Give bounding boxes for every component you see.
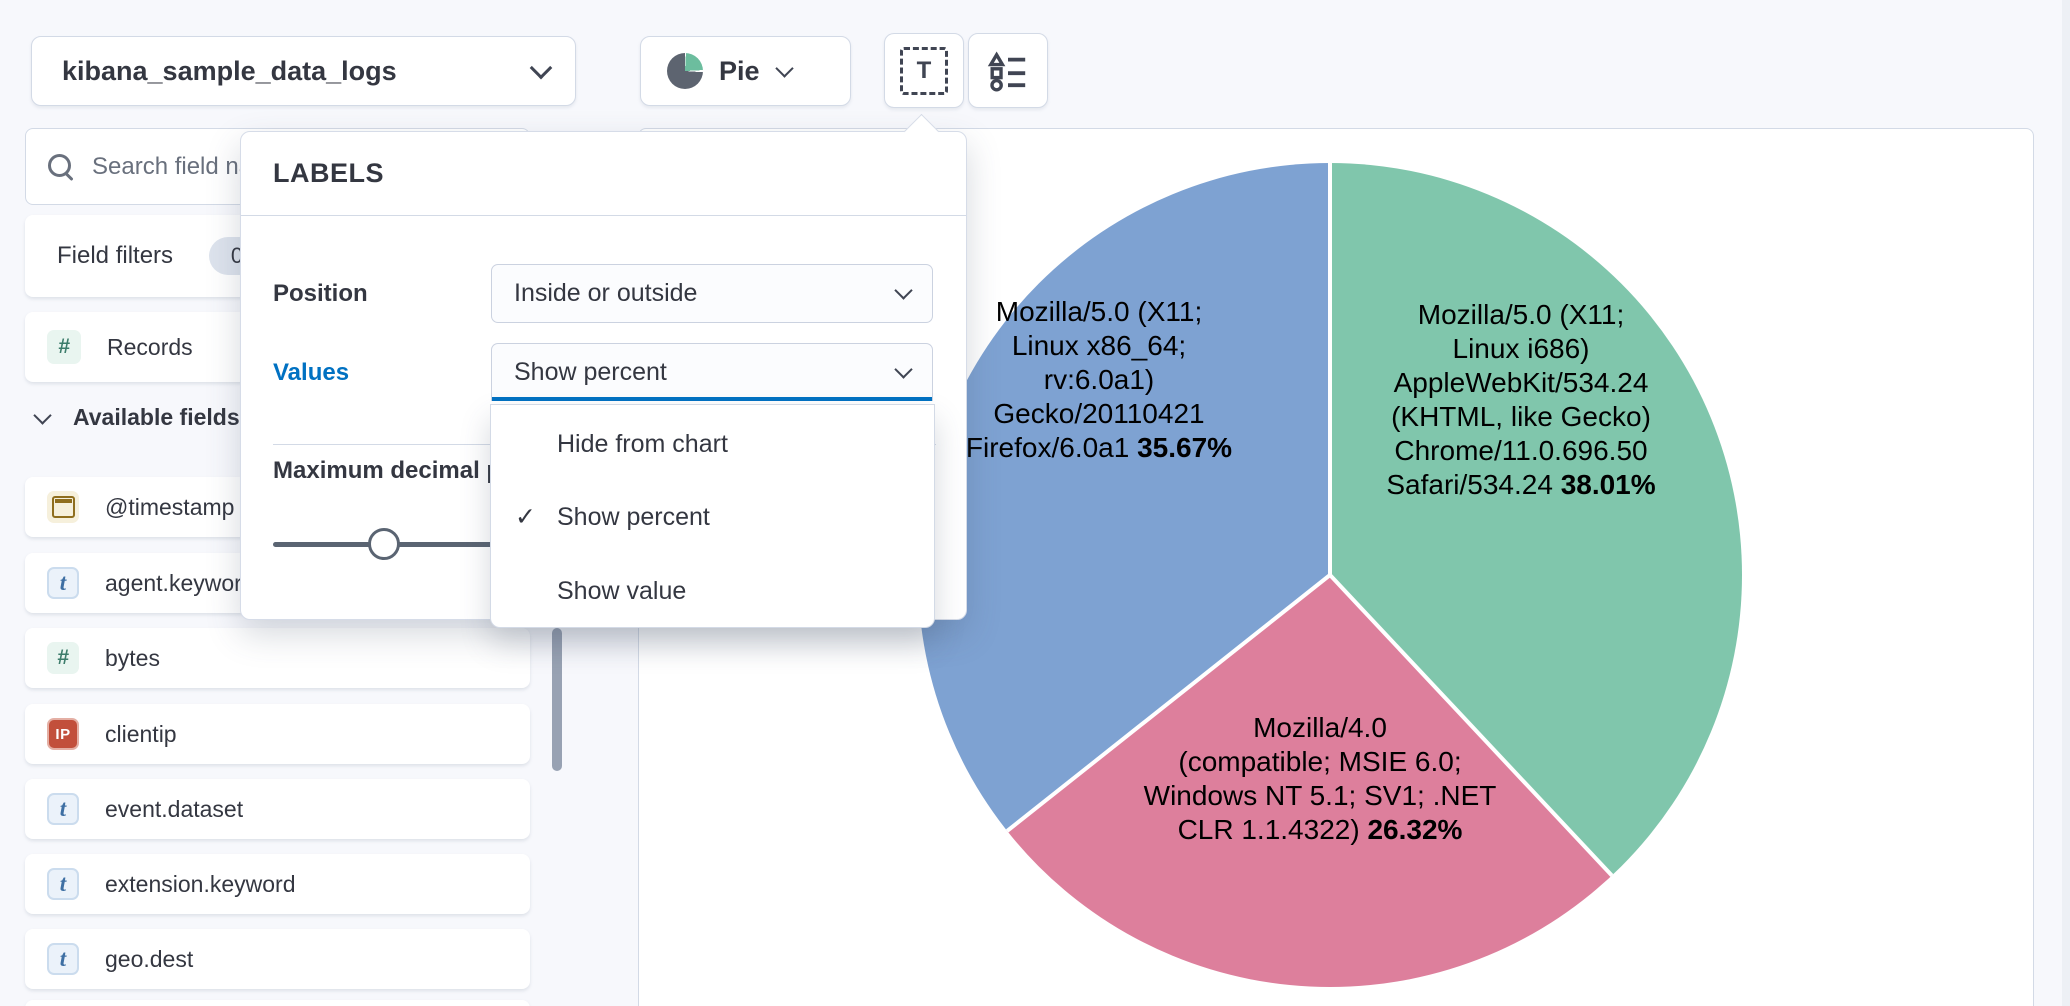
- field-item-bytes[interactable]: # bytes: [25, 628, 530, 688]
- pie-slice-label-blue: Mozilla/5.0 (X11; Linux x86_64; rv:6.0a1) G…: [965, 296, 1233, 463]
- values-label: Values: [273, 359, 350, 386]
- chevron-down-icon: [33, 406, 52, 425]
- field-item-label: bytes: [105, 644, 160, 671]
- decimal-slider-thumb[interactable]: [368, 528, 400, 560]
- text-field-icon: t: [47, 943, 79, 975]
- labels-icon: T: [900, 46, 948, 95]
- sidebar-scrollbar[interactable]: [552, 628, 562, 771]
- text-field-icon: t: [47, 793, 79, 825]
- position-select-value: Inside or outside: [514, 279, 698, 307]
- field-item-label: geo.dest: [105, 945, 194, 972]
- field-item-clientip[interactable]: IP clientip: [25, 704, 530, 764]
- pie-slice-label-pink: Mozilla/4.0 (compatible; MSIE 6.0; Windows…: [1143, 712, 1497, 845]
- number-field-icon: #: [47, 642, 79, 674]
- chevron-down-icon: [529, 56, 553, 80]
- values-option-label: Hide from chart: [557, 429, 728, 458]
- labels-popover-title: LABELS: [273, 158, 384, 188]
- available-fields-label: Available fields: [73, 404, 240, 430]
- values-dropdown: Hide from chart ✓ Show percent Show value: [490, 404, 935, 628]
- field-item-label: clientip: [105, 720, 177, 747]
- field-item-extension.keyword[interactable]: t extension.keyword: [25, 854, 530, 914]
- page-right-strip: [2062, 0, 2070, 1006]
- available-fields-section-toggle[interactable]: Available fields: [33, 404, 240, 431]
- pie-slice-label-green: Mozilla/5.0 (X11; Linux i686) AppleWebKit/…: [1386, 299, 1656, 500]
- legend-icon: [987, 50, 1026, 92]
- pie-chart-icon: [667, 53, 703, 89]
- legend-settings-button[interactable]: [968, 33, 1048, 108]
- values-option-label: Show percent: [557, 502, 710, 531]
- dataset-picker-button[interactable]: kibana_sample_data_logs: [31, 36, 576, 106]
- values-select-value: Show percent: [514, 358, 667, 386]
- number-field-icon: #: [47, 330, 81, 364]
- values-option-label: Show value: [557, 576, 687, 605]
- field-filters-label: Field filters: [57, 242, 174, 269]
- popover-arrow: [903, 113, 940, 150]
- pie-slice-separator: [1328, 163, 1332, 575]
- position-select[interactable]: Inside or outside: [491, 264, 933, 323]
- values-option-show-percent[interactable]: ✓ Show percent: [491, 492, 934, 542]
- popover-title-divider: [241, 215, 966, 216]
- values-option-hide-from-chart[interactable]: Hide from chart: [491, 419, 934, 469]
- chevron-down-icon: [894, 281, 913, 300]
- field-item-event.dataset[interactable]: t event.dataset: [25, 779, 530, 839]
- field-item-partial[interactable]: [25, 1000, 530, 1006]
- records-label: Records: [107, 333, 193, 360]
- field-item-label: event.dataset: [105, 795, 244, 822]
- labels-popover: LABELS Position Inside or outside Values…: [240, 113, 967, 620]
- field-item-geo.dest[interactable]: t geo.dest: [25, 929, 530, 989]
- labels-settings-button[interactable]: T: [884, 33, 964, 108]
- calendar-icon: [47, 491, 79, 523]
- field-item-label: @timestamp: [105, 493, 235, 520]
- values-option-show-value[interactable]: Show value: [491, 566, 934, 616]
- search-icon: [46, 152, 76, 182]
- calendar-icon: [51, 496, 75, 518]
- position-label: Position: [273, 280, 368, 307]
- field-item-label: agent.keyword: [105, 569, 255, 596]
- check-icon: ✓: [515, 503, 536, 531]
- values-select[interactable]: Show percent: [491, 343, 933, 401]
- text-field-icon: t: [47, 868, 79, 900]
- ip-field-icon: IP: [47, 718, 79, 750]
- field-item-label: extension.keyword: [105, 870, 296, 897]
- chevron-down-icon: [774, 58, 794, 78]
- text-field-icon: t: [47, 567, 79, 599]
- chart-type-label: Pie: [719, 55, 760, 86]
- dataset-picker-label: kibana_sample_data_logs: [62, 55, 397, 86]
- chart-type-button[interactable]: Pie: [640, 36, 851, 106]
- chevron-down-icon: [894, 360, 913, 379]
